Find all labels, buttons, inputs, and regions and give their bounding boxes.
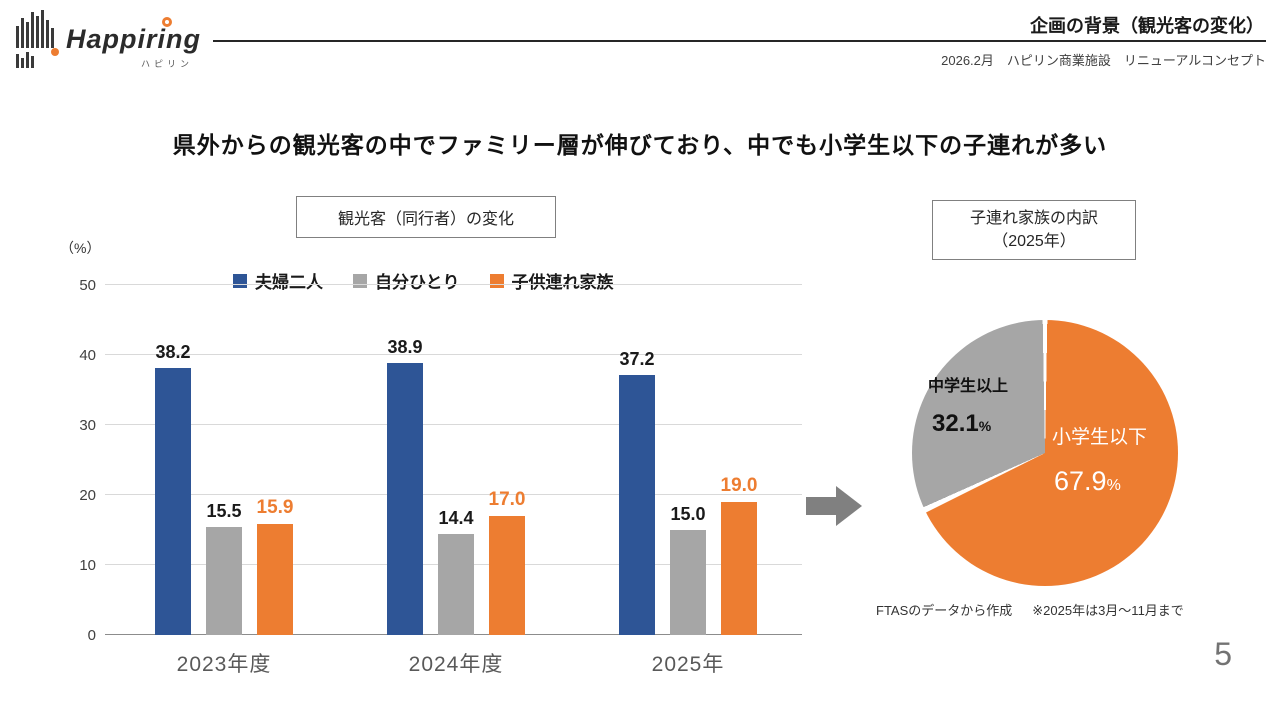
bar-wrap: 15.0 bbox=[670, 285, 706, 635]
header-title: 企画の背景（観光客の変化） bbox=[1030, 16, 1264, 36]
ytick-label: 30 bbox=[79, 417, 96, 434]
x-axis-label: 2024年度 bbox=[408, 653, 504, 676]
bar-group: 38.2 15.5 15.9 bbox=[155, 285, 293, 635]
bar-wrap: 15.5 bbox=[206, 285, 242, 635]
ytick-label: 0 bbox=[87, 627, 96, 644]
bar-wrap: 15.9 bbox=[257, 285, 293, 635]
bar-plot: 38.2 15.5 15.9 38.9 14.4 17.0 37.2 15.0 19.0 bbox=[105, 284, 802, 635]
happiring-logo-icon bbox=[16, 10, 59, 68]
bar-wrap: 38.9 bbox=[387, 285, 423, 635]
ytick-label: 10 bbox=[79, 557, 96, 574]
bar bbox=[670, 530, 706, 635]
bar-value-label: 15.9 bbox=[256, 496, 294, 518]
bar bbox=[438, 534, 474, 635]
pie-slice-label-orange: 小学生以下 bbox=[1052, 427, 1148, 448]
bar bbox=[155, 367, 191, 635]
bar-value-label: 38.2 bbox=[155, 341, 191, 362]
ytick-label: 20 bbox=[79, 487, 96, 504]
x-axis-label: 2023年度 bbox=[176, 653, 272, 676]
ytick-label: 40 bbox=[79, 347, 96, 364]
bar-wrap: 38.2 bbox=[155, 285, 191, 635]
pie-orange-value: 67.9 bbox=[1054, 466, 1107, 496]
bar-chart-y-unit: （%） bbox=[60, 240, 101, 256]
bar-wrap: 14.4 bbox=[438, 285, 474, 635]
bar bbox=[619, 374, 655, 635]
gridline-40 bbox=[105, 354, 802, 355]
bar-value-label: 15.0 bbox=[670, 504, 706, 524]
logo-kana: ハピリン bbox=[140, 59, 193, 69]
bar-value-label: 14.4 bbox=[438, 508, 474, 529]
pie-slice-value-orange: 67.9% bbox=[1054, 466, 1121, 497]
bar-xlabels: 2023年度 2024年度 2025年 bbox=[105, 648, 802, 678]
page-number: 5 bbox=[1214, 636, 1232, 672]
header-subtitle: 2026.2月 ハピリン商業施設 リニューアルコンセプト bbox=[941, 53, 1266, 68]
logo-ring-icon bbox=[162, 17, 172, 27]
bar-value-label: 37.2 bbox=[619, 348, 655, 369]
bar-value-label: 38.9 bbox=[387, 336, 423, 357]
pie-chart-title: 子連れ家族の内訳 （2025年） bbox=[932, 200, 1136, 261]
arrow-head bbox=[836, 486, 862, 526]
header-rule bbox=[213, 40, 1266, 42]
bar bbox=[206, 526, 242, 635]
pie-source-note: FTASのデータから作成 ※2025年は3月～11月まで bbox=[876, 600, 1184, 619]
bar-wrap: 37.2 bbox=[619, 285, 655, 635]
bar bbox=[489, 516, 525, 635]
ytick-label: 50 bbox=[79, 277, 96, 294]
right-arrow-icon bbox=[806, 486, 862, 526]
pie-orange-unit: % bbox=[1106, 477, 1121, 494]
bar-wrap: 19.0 bbox=[721, 285, 757, 635]
page-title: 県外からの観光客の中でファミリー層が伸びており、中でも小学生以下の子連れが多い bbox=[172, 132, 1108, 158]
bar-value-label: 15.5 bbox=[206, 500, 242, 521]
bar bbox=[387, 362, 423, 635]
bar-group: 37.2 15.0 19.0 bbox=[619, 285, 757, 635]
pie-slice-value-gray: 32.1% bbox=[932, 410, 991, 438]
gridline-20 bbox=[105, 494, 802, 495]
bar-group: 38.9 14.4 17.0 bbox=[387, 285, 525, 635]
legend-label: 夫婦二人 bbox=[255, 273, 323, 292]
pie-gray-unit: % bbox=[978, 418, 992, 434]
pie-gray-value: 32.1 bbox=[932, 410, 979, 437]
pie-slice-label-gray: 中学生以上 bbox=[928, 378, 1009, 395]
bar-chart-title: 観光客（同行者）の変化 bbox=[296, 196, 556, 238]
gridline-30 bbox=[105, 424, 802, 425]
logo-name: Happiring bbox=[66, 24, 201, 54]
pie-chart: 中学生以上 32.1% 小学生以下 67.9% bbox=[912, 320, 1178, 586]
bar-groups: 38.2 15.5 15.9 38.9 14.4 17.0 37.2 15.0 19.0 bbox=[105, 285, 802, 635]
gridline-50 bbox=[105, 284, 802, 285]
pie-title-line1: 子連れ家族の内訳 bbox=[969, 210, 1098, 227]
bar bbox=[721, 502, 757, 635]
bar-yticks: 0 10 20 30 40 50 bbox=[58, 277, 96, 644]
bar-value-label: 17.0 bbox=[488, 489, 526, 510]
pie-note-source: FTASのデータから作成 bbox=[876, 603, 1013, 618]
legend-label: 自分ひとり bbox=[375, 273, 460, 292]
x-axis-label: 2025年 bbox=[651, 653, 725, 676]
bar-value-label: 19.0 bbox=[720, 475, 758, 496]
happiring-logo: Happiring ハピリン bbox=[14, 8, 201, 70]
pie-title-line2: （2025年） bbox=[992, 233, 1076, 251]
pie-note-period: ※2025年は3月～11月まで bbox=[1032, 603, 1184, 618]
legend-label: 子供連れ家族 bbox=[511, 273, 614, 292]
bar bbox=[257, 523, 293, 635]
arrow-shaft bbox=[806, 497, 836, 515]
bar-chart-legend: 夫婦二人 自分ひとり 子供連れ家族 bbox=[233, 268, 614, 293]
bar-wrap: 17.0 bbox=[489, 285, 525, 635]
logo-text: Happiring ハピリン bbox=[66, 17, 201, 70]
